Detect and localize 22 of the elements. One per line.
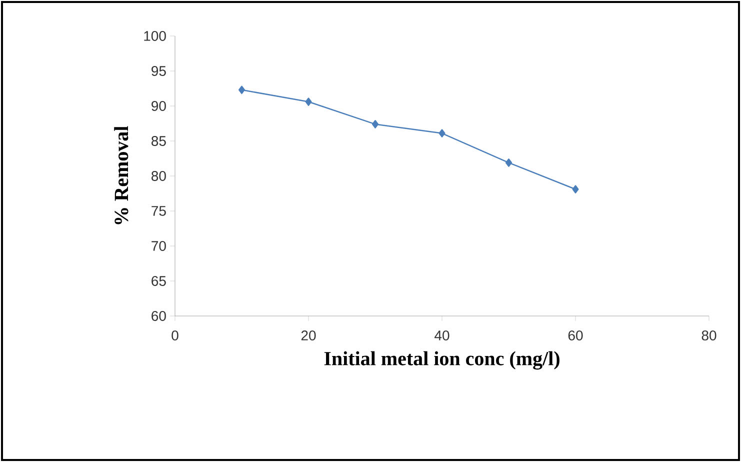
point	[572, 185, 579, 194]
x-tick-label: 0	[172, 330, 178, 340]
y-tick-label: 65	[152, 276, 166, 286]
y-tick-label: 90	[152, 101, 166, 111]
x-axis-title: Initial metal ion conc (mg/l)	[324, 351, 560, 370]
x-tick-label: 60	[568, 330, 583, 340]
point	[505, 158, 512, 167]
point	[372, 120, 379, 128]
x-tick-label: 40	[434, 330, 450, 340]
y-tick-label: 60	[152, 311, 166, 321]
y-tick-label: 100	[144, 31, 166, 41]
y-tick-label: 85	[152, 136, 166, 146]
x-tick-label: 20	[301, 330, 316, 340]
y-axis-title: % Removal	[114, 126, 128, 224]
point	[238, 86, 246, 94]
point	[305, 98, 312, 106]
point	[438, 129, 446, 138]
y-tick-label: 80	[152, 171, 166, 181]
x-tick-label: 80	[702, 330, 716, 340]
y-tick-label: 75	[152, 206, 166, 216]
y-tick-label: 95	[152, 66, 166, 76]
y-tick-label: 70	[152, 241, 166, 251]
